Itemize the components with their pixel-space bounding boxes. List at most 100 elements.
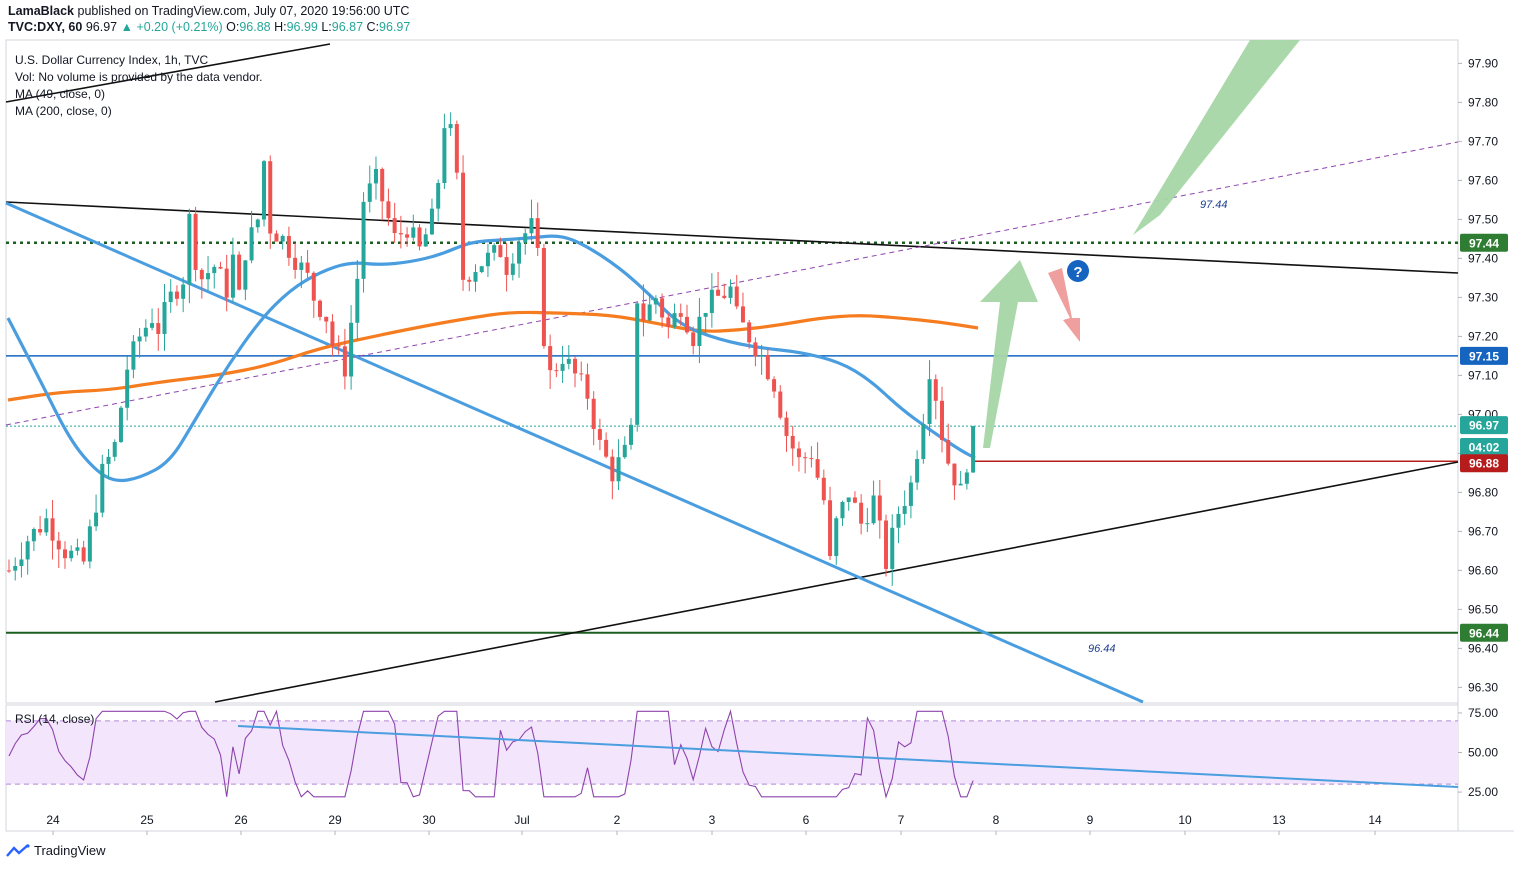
- candle-body: [796, 448, 801, 458]
- descending-channel-line: [5, 201, 1144, 704]
- candle-body: [367, 183, 372, 202]
- candle-body: [118, 407, 123, 443]
- candle-body: [94, 512, 99, 527]
- candle-body: [604, 439, 609, 457]
- x-tick-label: 14: [1368, 813, 1382, 827]
- legend-ma49[interactable]: MA (49, close, 0): [15, 87, 106, 101]
- candle-body: [815, 459, 820, 478]
- candle-body: [168, 291, 173, 303]
- y-tick-label: 97.40: [1468, 251, 1498, 265]
- candle-body: [940, 400, 944, 440]
- candle-body: [330, 321, 335, 346]
- legend-ma200[interactable]: MA (200, close, 0): [15, 104, 112, 118]
- candle-body: [150, 323, 155, 328]
- candle-body: [772, 379, 777, 392]
- candle-body: [423, 234, 428, 247]
- candle-body: [498, 245, 503, 258]
- candle-body: [56, 540, 61, 550]
- candle-body: [7, 570, 11, 572]
- price-tag-label: 96.97: [1469, 419, 1499, 433]
- candle-body: [355, 278, 360, 323]
- candle-body: [336, 345, 341, 347]
- candle-body: [523, 233, 528, 243]
- candle-body: [249, 227, 254, 261]
- candle-body: [510, 263, 515, 275]
- candle-body: [840, 501, 845, 519]
- price-tag: [1460, 346, 1508, 365]
- candle-body: [597, 429, 602, 440]
- x-tick-label: 25: [140, 813, 154, 827]
- candle-body: [933, 379, 938, 401]
- candle-body: [212, 266, 217, 274]
- rsi-y-tick-label: 75.00: [1468, 706, 1498, 720]
- publisher-line: LamaBlack published on TradingView.com, …: [8, 3, 410, 19]
- y-tick-label: 96.40: [1468, 641, 1498, 655]
- rsi-trend-line: [237, 725, 1459, 788]
- price-tag: [1460, 454, 1508, 473]
- candle-body: [535, 218, 540, 248]
- price-tag: [1460, 233, 1508, 252]
- candle-body: [709, 289, 714, 313]
- annotation-96-44: 96.44: [1088, 643, 1116, 655]
- candle-body: [666, 317, 671, 327]
- dashed-trend-line: [5, 141, 1459, 426]
- big-green-arrow: [1133, 40, 1300, 235]
- legend-title[interactable]: U.S. Dollar Currency Index, 1h, TVC: [15, 53, 209, 67]
- candle-body: [877, 495, 882, 521]
- x-tick-label: 3: [709, 813, 716, 827]
- candle-body: [318, 300, 322, 317]
- candle-body: [722, 295, 727, 298]
- candle-body: [691, 332, 696, 347]
- candle-body: [809, 458, 814, 460]
- candle-body: [517, 242, 522, 264]
- price-tag-label: 96.88: [1469, 457, 1499, 471]
- candle-body: [237, 254, 242, 290]
- candle-body: [137, 336, 142, 342]
- candle-body: [467, 279, 472, 282]
- last-price: 96.97: [85, 20, 118, 34]
- candle-body: [218, 266, 223, 269]
- candle-body: [38, 529, 43, 533]
- candle-body: [952, 463, 957, 486]
- publisher-name[interactable]: LamaBlack: [8, 4, 75, 18]
- candle-body: [31, 529, 36, 542]
- price-tag-label: 97.15: [1469, 349, 1499, 363]
- y-tick-label: 97.80: [1468, 95, 1498, 109]
- x-tick-label: 9: [1087, 813, 1094, 827]
- candle-body: [50, 518, 55, 541]
- candle-body: [386, 201, 391, 219]
- candle-body: [653, 298, 658, 305]
- candle-body: [672, 313, 677, 327]
- y-tick-label: 97.10: [1468, 368, 1498, 382]
- candle-body: [373, 168, 378, 184]
- candle-body: [560, 363, 565, 371]
- footer-brand[interactable]: TradingView: [34, 843, 106, 858]
- change-value: +0.20 (+0.21%): [136, 20, 223, 34]
- candle-body: [230, 254, 235, 298]
- candle-body: [280, 235, 285, 242]
- candle-body: [392, 218, 397, 234]
- symbol-label[interactable]: TVC:DXY, 60: [8, 20, 83, 34]
- candle-body: [143, 327, 148, 337]
- rsi-line: [8, 709, 974, 799]
- x-tick-label: 13: [1272, 813, 1286, 827]
- candle-body: [417, 227, 422, 247]
- candle-body: [268, 161, 273, 234]
- price-pane: [5, 39, 1459, 704]
- price-tag-label: 96.44: [1469, 626, 1499, 640]
- x-tick-label: 30: [422, 813, 436, 827]
- y-tick-label: 97.60: [1468, 173, 1498, 187]
- candle-body: [647, 304, 652, 321]
- candle-body: [660, 298, 665, 318]
- candle-body: [834, 518, 839, 557]
- candle-body: [504, 257, 509, 275]
- candle-body: [206, 273, 211, 280]
- rsi-legend[interactable]: RSI (14, close): [15, 712, 95, 726]
- candle-body: [13, 565, 18, 571]
- y-tick-label: 97.50: [1468, 212, 1498, 226]
- high-value: 96.99: [286, 20, 318, 34]
- candle-body: [958, 483, 963, 486]
- candle-body: [436, 182, 441, 209]
- price-tag: [1460, 416, 1508, 435]
